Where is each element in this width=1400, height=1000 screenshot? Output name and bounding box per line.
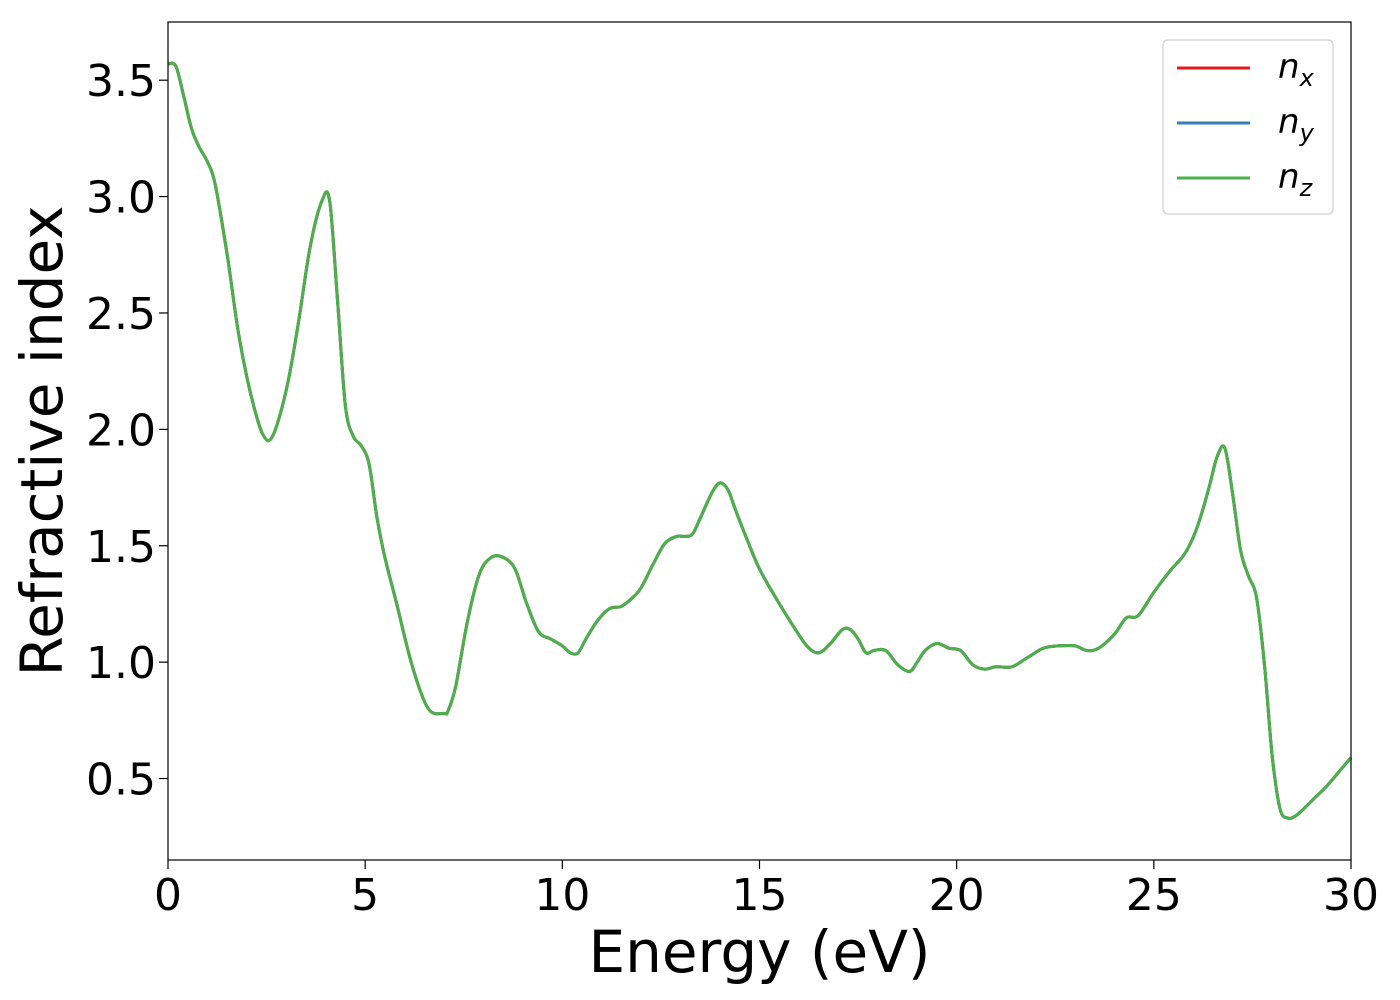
y-tick-label: 2.5 [86, 289, 156, 340]
x-tick-label: 20 [929, 870, 985, 921]
x-axis-title: Energy (eV) [588, 918, 930, 986]
ticks-layer: 0 5 10 15 20 25 30 0.5 1.0 1.5 2.0 2.5 3.0 3.5 [86, 56, 1379, 921]
x-tick-label: 25 [1126, 870, 1182, 921]
x-tick-label: 15 [732, 870, 788, 921]
x-tick-label: 0 [154, 870, 182, 921]
y-tick-label: 1.5 [86, 522, 156, 573]
series-line-n_z [167, 61, 1353, 820]
x-tick-label: 10 [534, 870, 590, 921]
y-tick-label: 0.5 [86, 755, 156, 806]
y-tick-label: 3.5 [86, 56, 156, 107]
y-tick-label: 1.0 [86, 638, 156, 689]
x-tick-label: 5 [351, 870, 379, 921]
y-axis-title: Refractive index [8, 205, 76, 676]
y-tick-label: 3.0 [86, 173, 156, 224]
series-layer [167, 61, 1353, 820]
legend-box [1162, 39, 1334, 215]
x-tick-label: 30 [1323, 870, 1379, 921]
y-tick-label: 2.0 [86, 405, 156, 456]
